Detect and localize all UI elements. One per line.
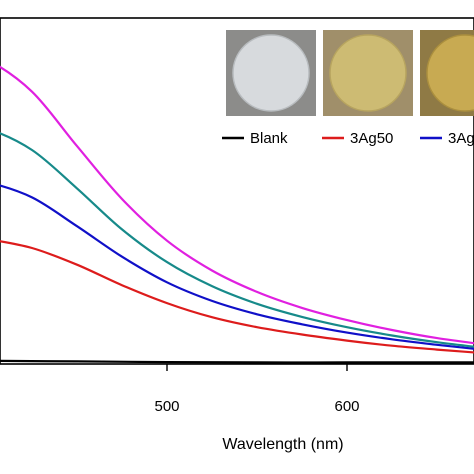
series-line-3 [0, 184, 474, 350]
x-axis-label: Wavelength (nm) [222, 436, 343, 453]
x-axis: 500 600 [154, 364, 360, 415]
3ag-film-photo [420, 30, 474, 116]
legend-label-3: 3Ag [448, 130, 474, 147]
3ag50-film-photo [323, 30, 413, 116]
sample-photos [226, 30, 474, 116]
series-line-1 [0, 359, 474, 364]
x-tick-label-2: 600 [334, 398, 359, 415]
series-line-2 [0, 240, 474, 354]
legend-label-1: Blank [250, 130, 288, 147]
legend-label-2: 3Ag50 [350, 130, 393, 147]
legend: Blank 3Ag50 3Ag [222, 130, 474, 147]
series-line-4 [0, 132, 474, 348]
x-tick-label-1: 500 [154, 398, 179, 415]
plot-frame [0, 17, 474, 365]
blank-film-photo [226, 30, 316, 116]
series-line-5 [0, 65, 474, 345]
series-layer [0, 65, 474, 364]
